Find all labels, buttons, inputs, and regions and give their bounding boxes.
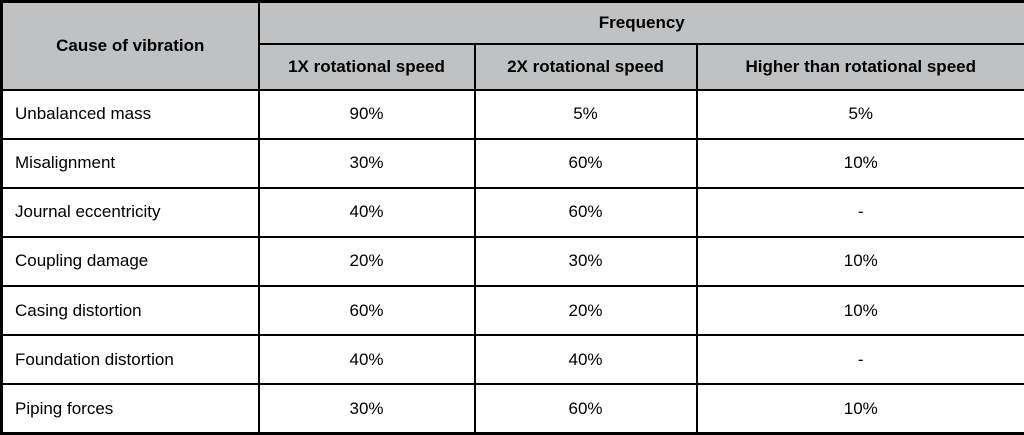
value-cell: 20% <box>473 285 698 337</box>
header-higher-than-rotational-speed: Higher than rotational speed <box>695 42 1024 91</box>
header-frequency-group: Frequency <box>257 0 1024 45</box>
table-row: Piping forces 30% 60% 10% <box>0 383 1024 435</box>
value-cell: 10% <box>695 235 1024 288</box>
table-row: Misalignment 30% 60% 10% <box>0 137 1024 189</box>
value-cell: 60% <box>257 285 476 337</box>
table-row: Journal eccentricity 40% 60% - <box>0 186 1024 238</box>
value-cell: 5% <box>473 88 698 140</box>
cause-cell: Casing distortion <box>0 285 260 337</box>
value-cell: 10% <box>695 285 1024 337</box>
value-cell: 60% <box>473 383 698 435</box>
cause-cell: Foundation distortion <box>0 334 260 386</box>
table-row: Unbalanced mass 90% 5% 5% <box>0 88 1024 140</box>
value-cell: 5% <box>695 88 1024 140</box>
value-cell: 40% <box>257 334 476 386</box>
cause-cell: Journal eccentricity <box>0 186 260 238</box>
value-cell: 30% <box>257 383 476 435</box>
header-sub-row: 1X rotational speed 2X rotational speed … <box>2 42 1024 91</box>
table-row: Casing distortion 60% 20% 10% <box>0 285 1024 337</box>
cause-cell: Unbalanced mass <box>0 88 260 140</box>
header-group-row: Cause of vibration Frequency <box>0 0 1024 91</box>
value-cell: 10% <box>695 137 1024 189</box>
value-cell: 10% <box>695 383 1024 435</box>
value-cell: 60% <box>473 137 698 189</box>
value-cell: - <box>695 186 1024 238</box>
value-cell: 30% <box>257 137 476 189</box>
value-cell: - <box>695 334 1024 386</box>
value-cell: 30% <box>473 235 698 288</box>
table-body: Unbalanced mass 90% 5% 5% Misalignment 30% 60%… <box>0 88 1024 435</box>
header-cause-of-vibration: Cause of vibration <box>0 0 260 91</box>
value-cell: 40% <box>473 334 698 386</box>
value-cell: 60% <box>473 186 698 238</box>
table-header: Cause of vibration Frequency 1X rotation… <box>0 0 1024 91</box>
cause-cell: Coupling damage <box>0 235 260 288</box>
header-1x-rotational-speed: 1X rotational speed <box>257 42 476 91</box>
value-cell: 40% <box>257 186 476 238</box>
header-2x-rotational-speed: 2X rotational speed <box>473 42 698 91</box>
table-row: Coupling damage 20% 30% 10% <box>0 235 1024 288</box>
cause-cell: Piping forces <box>0 383 260 435</box>
value-cell: 20% <box>257 235 476 288</box>
cause-cell: Misalignment <box>0 137 260 189</box>
value-cell: 90% <box>257 88 476 140</box>
table-row: Foundation distortion 40% 40% - <box>0 334 1024 386</box>
